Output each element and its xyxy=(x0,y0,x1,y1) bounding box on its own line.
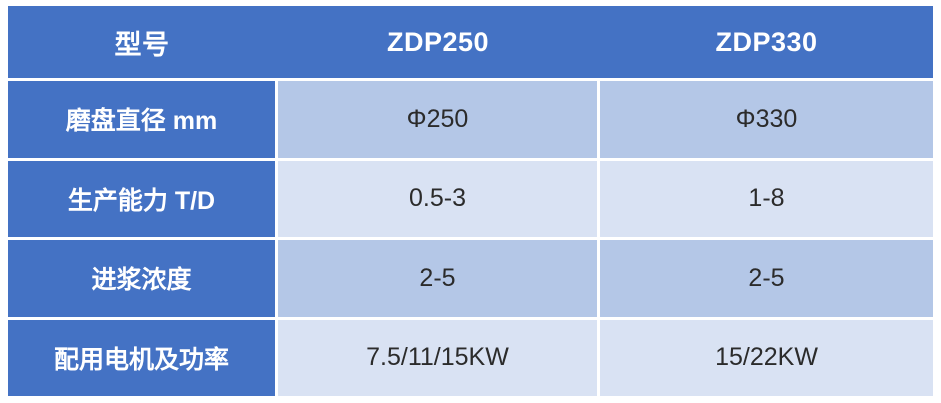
table-header-row: 型号 ZDP250 ZDP330 xyxy=(8,6,933,78)
column-header-zdp330: ZDP330 xyxy=(600,6,933,78)
specification-table: 型号 ZDP250 ZDP330 磨盘直径 mm Φ250 Φ330 生产能力 … xyxy=(8,6,933,396)
table-row: 磨盘直径 mm Φ250 Φ330 xyxy=(8,78,933,158)
cell-disc-diameter-zdp250: Φ250 xyxy=(278,78,600,158)
column-header-model: 型号 xyxy=(8,6,278,78)
cell-feed-concentration-zdp330: 2-5 xyxy=(600,237,933,317)
row-label-capacity: 生产能力 T/D xyxy=(8,157,278,237)
table-row: 生产能力 T/D 0.5-3 1-8 xyxy=(8,157,933,237)
table-row: 配用电机及功率 7.5/11/15KW 15/22KW xyxy=(8,316,933,396)
spec-table-container: 型号 ZDP250 ZDP330 磨盘直径 mm Φ250 Φ330 生产能力 … xyxy=(8,6,933,396)
table-header: 型号 ZDP250 ZDP330 xyxy=(8,6,933,78)
table-row: 进浆浓度 2-5 2-5 xyxy=(8,237,933,317)
cell-capacity-zdp250: 0.5-3 xyxy=(278,157,600,237)
cell-motor-power-zdp250: 7.5/11/15KW xyxy=(278,316,600,396)
cell-motor-power-zdp330: 15/22KW xyxy=(600,316,933,396)
row-label-feed-concentration: 进浆浓度 xyxy=(8,237,278,317)
row-label-disc-diameter: 磨盘直径 mm xyxy=(8,78,278,158)
cell-feed-concentration-zdp250: 2-5 xyxy=(278,237,600,317)
column-header-zdp250: ZDP250 xyxy=(278,6,600,78)
cell-capacity-zdp330: 1-8 xyxy=(600,157,933,237)
row-label-motor-power: 配用电机及功率 xyxy=(8,316,278,396)
table-body: 磨盘直径 mm Φ250 Φ330 生产能力 T/D 0.5-3 1-8 进浆浓… xyxy=(8,78,933,396)
cell-disc-diameter-zdp330: Φ330 xyxy=(600,78,933,158)
